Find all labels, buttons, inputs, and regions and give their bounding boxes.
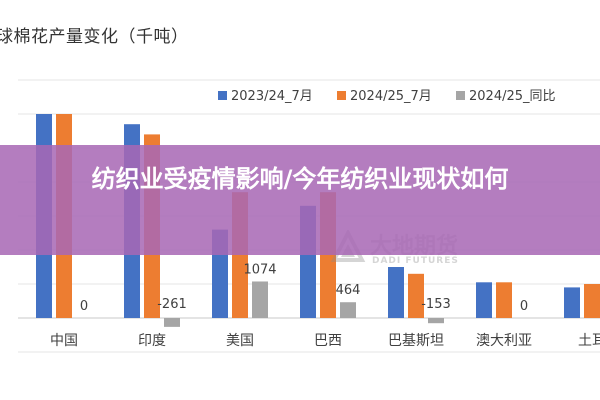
- legend-swatch: [337, 91, 346, 100]
- headline-title: 纺织业受疫情影响/今年纺织业现状如何: [91, 165, 509, 193]
- bar: [252, 281, 268, 318]
- bar: [584, 284, 600, 318]
- legend-label: 2024/25_7月: [350, 89, 432, 104]
- data-label: -153: [421, 297, 451, 312]
- data-label: 1074: [243, 262, 276, 277]
- chart-title: 球棉花产量变化（千吨）: [0, 27, 189, 47]
- bar: [476, 282, 492, 318]
- data-label: 0: [80, 299, 88, 314]
- category-tick-label: 美国: [226, 333, 254, 349]
- headline-banner: 纺织业受疫情影响/今年纺织业现状如何: [0, 145, 600, 255]
- legend-label: 2024/25_同比: [469, 89, 556, 104]
- data-label: 0: [520, 299, 528, 314]
- legend-label: 2023/24_7月: [231, 89, 313, 104]
- category-tick-label: 中国: [50, 333, 78, 349]
- category-tick-label: 澳大利亚: [476, 333, 532, 349]
- bar: [164, 318, 180, 327]
- category-tick-label: 巴西: [314, 333, 342, 349]
- data-label: -261: [157, 297, 187, 312]
- category-tick-label: 巴基斯坦: [388, 332, 444, 349]
- category-tick-label: 土耳: [578, 333, 600, 349]
- bar: [564, 287, 580, 318]
- bar: [428, 318, 444, 324]
- watermark-name-en: DADI FUTURES: [372, 256, 459, 266]
- legend-swatch: [456, 91, 465, 100]
- bar: [340, 302, 356, 318]
- bar: [388, 267, 404, 318]
- data-label: 464: [336, 283, 361, 298]
- category-tick-label: 印度: [138, 333, 166, 349]
- bar: [496, 282, 512, 318]
- bar: [408, 273, 424, 318]
- legend-swatch: [218, 91, 227, 100]
